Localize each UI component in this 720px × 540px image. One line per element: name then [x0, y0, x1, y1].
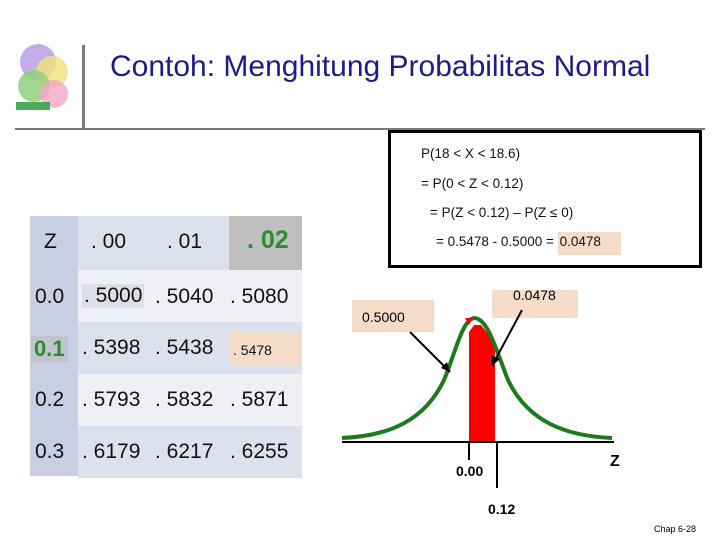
table-cell-z: 0.0: [35, 285, 65, 308]
column-02-header-background: [229, 216, 302, 270]
table-header-00: . 00: [91, 230, 127, 253]
slide-footer: Chap 6-28: [654, 524, 697, 534]
table-cell: . 5040: [155, 285, 214, 308]
tick-label-012: 0.12: [488, 501, 515, 517]
table-cell-z: 0.2: [35, 388, 65, 411]
tick-label-zero: 0.00: [456, 463, 483, 479]
row-background: [78, 374, 302, 426]
table-header-z: Z: [44, 230, 57, 253]
normal-curve: [341, 315, 613, 440]
title-divider-horizontal: [15, 128, 705, 130]
table-cell: . 5000: [82, 284, 145, 308]
title-divider-vertical: [82, 45, 85, 130]
table-cell: . 5438: [155, 336, 214, 359]
row-background: [78, 426, 302, 478]
table-header-02: . 02: [247, 226, 289, 254]
table-cell: . 6217: [155, 440, 214, 463]
slide-logo-icon: [16, 44, 68, 110]
calc-result-highlight: 0.0478: [557, 232, 621, 255]
table-cell: . 5871: [230, 388, 289, 411]
calc-line-2: = P(0 < Z < 0.12): [421, 176, 524, 191]
shaded-probability-area: [469, 325, 495, 443]
table-cell: . 5080: [230, 285, 289, 308]
shaded-area-label-background: [492, 290, 578, 318]
zero-marker: [465, 318, 473, 325]
table-cell: . 6255: [230, 440, 289, 463]
table-header-01: . 01: [167, 230, 203, 253]
table-cell-highlight: . 5478: [229, 332, 301, 366]
table-cell-z: 0.3: [35, 440, 65, 463]
shaded-area-arrowhead: [491, 355, 500, 366]
shaded-area-arrow: [491, 309, 523, 367]
calc-line-4-prefix: = 0.5478 - 0.5000 =: [436, 234, 558, 249]
table-cell: . 5832: [155, 388, 214, 411]
calc-line-3: = P(Z < 0.12) – P(Z ≤ 0): [430, 205, 574, 220]
table-cell: . 5793: [82, 388, 141, 411]
table-cell: . 5398: [82, 336, 141, 359]
slide-title: Contoh: Menghitung Probabilitas Normal: [110, 50, 651, 83]
left-area-arrow: [409, 331, 451, 373]
table-cell: . 6179: [82, 440, 141, 463]
calc-line-4: = 0.5478 - 0.5000 = 0.0478: [436, 232, 621, 255]
shaded-area-label: 0.0478: [513, 287, 556, 303]
calculation-box: [388, 130, 702, 268]
left-area-label: 0.5000: [362, 309, 405, 325]
axis-label-z: Z: [610, 453, 620, 470]
calc-line-1: P(18 < X < 18.6): [421, 146, 521, 161]
left-area-arrowhead: [441, 362, 450, 372]
left-area-label-background: [352, 300, 434, 332]
normal-curve-diagram: 0.0478 0.5000 0.00 0.12 Z: [341, 287, 620, 517]
table-cell-z-highlight: 0.1: [31, 336, 68, 362]
